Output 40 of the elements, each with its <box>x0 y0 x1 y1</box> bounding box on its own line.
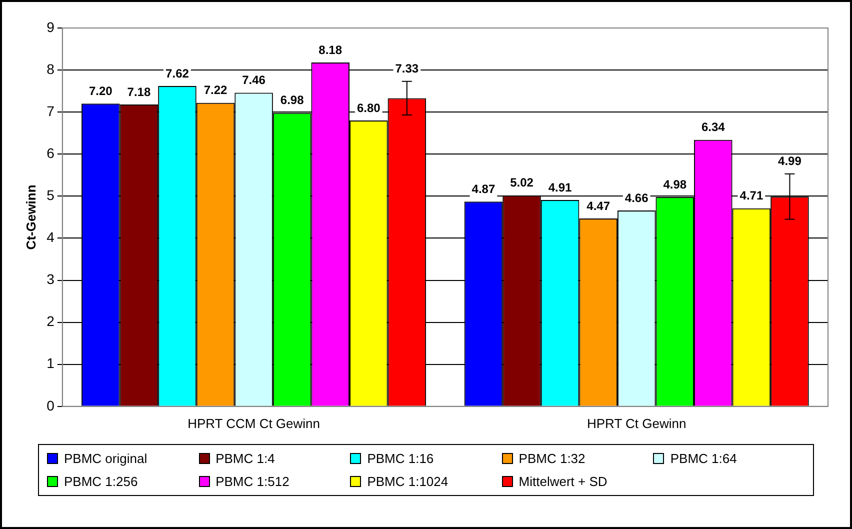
data-label: 4.99 <box>778 154 802 168</box>
data-label: 7.22 <box>204 83 228 98</box>
data-label: 4.87 <box>472 182 496 196</box>
legend-label: PBMC 1:1024 <box>367 474 448 489</box>
x-tick-label: HPRT CCM Ct Gewinn <box>188 416 320 431</box>
data-label: 6.80 <box>356 100 381 115</box>
data-label: 7.46 <box>242 73 266 88</box>
legend-label: PBMC 1:16 <box>367 451 434 466</box>
y-tick-label: 7 <box>46 102 55 119</box>
data-label: 7.33 <box>395 62 419 76</box>
y-tick-label: 4 <box>46 229 55 246</box>
y-tick-label: 6 <box>46 144 55 161</box>
data-label: 7.18 <box>127 84 151 99</box>
y-axis-title: Ct-Gewinn <box>23 184 38 250</box>
data-label: 4.91 <box>548 180 572 194</box>
data-label: 5.02 <box>510 176 534 190</box>
data-label: 4.47 <box>586 198 610 213</box>
data-label: 4.71 <box>740 188 764 203</box>
y-tick-label: 5 <box>46 187 55 204</box>
legend-label: PBMC 1:32 <box>518 451 586 466</box>
data-label: 8.18 <box>318 42 342 57</box>
data-label: 7.62 <box>166 66 190 80</box>
legend-label: PBMC 1:64 <box>670 451 737 466</box>
data-label: 6.98 <box>280 93 304 108</box>
legend-label: PBMC 1:4 <box>216 451 275 466</box>
y-tick-label: 0 <box>46 397 55 414</box>
y-tick-label: 2 <box>46 313 55 330</box>
legend-label: PBMC 1:512 <box>216 474 290 489</box>
legend-label: PBMC original <box>64 451 148 466</box>
y-tick-label: 8 <box>46 60 55 77</box>
y-tick-label: 9 <box>46 18 55 35</box>
legend-label: Mittelwert + SD <box>518 474 608 489</box>
legend-label: PBMC 1:256 <box>64 474 138 489</box>
y-tick-label: 3 <box>46 271 55 288</box>
data-label: 6.34 <box>701 120 726 134</box>
y-tick-label: 1 <box>46 355 55 372</box>
data-label: 4.98 <box>663 177 687 192</box>
data-label: 7.20 <box>88 84 113 98</box>
x-tick-label: HPRT Ct Gewinn <box>586 416 686 431</box>
data-label: 4.66 <box>624 190 649 205</box>
